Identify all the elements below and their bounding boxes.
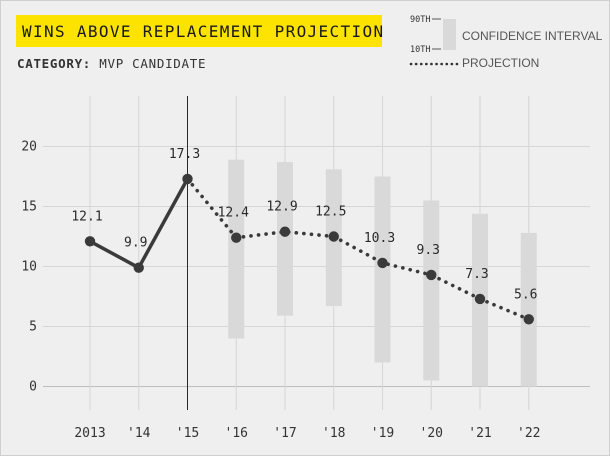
- data-label: 12.5: [315, 205, 346, 220]
- data-point: [182, 173, 193, 185]
- x-tick-label: '17: [273, 426, 296, 441]
- x-axis: 2013 '14 '15 '16 '17 '18 '19 '20 '21 '22: [74, 426, 540, 441]
- data-label: 9.3: [417, 243, 440, 258]
- confidence-band: [277, 162, 293, 316]
- y-tick-label: 5: [29, 320, 37, 335]
- data-point: [377, 257, 388, 269]
- legend-ci-high-label: 90TH: [410, 15, 430, 25]
- data-point: [279, 226, 291, 237]
- y-tick-label: 15: [21, 200, 37, 215]
- series-lines: [88, 177, 531, 322]
- subtitle-value: MVP CANDIDATE: [99, 56, 207, 71]
- legend-ci-swatch: [443, 19, 456, 50]
- confidence-band: [423, 200, 440, 381]
- data-points: [84, 173, 534, 325]
- y-tick-label: 0: [29, 380, 37, 395]
- legend-projection-text: PROJECTION: [462, 56, 539, 70]
- x-tick-label: 2013: [74, 426, 105, 441]
- projection-series-line: [185, 177, 531, 322]
- y-axis: 0 5 10 15 20: [21, 140, 37, 395]
- x-tick-label: '16: [225, 426, 248, 441]
- confidence-band: [228, 159, 245, 339]
- x-tick-label: '20: [420, 426, 443, 441]
- data-label: 7.3: [465, 267, 488, 282]
- confidence-bands: [228, 159, 537, 387]
- chart-title: WINS ABOVE REPLACEMENT PROJECTION: [22, 21, 385, 41]
- legend-ci-text: CONFIDENCE INTERVAL: [462, 29, 603, 43]
- y-tick-label: 10: [21, 260, 37, 275]
- subtitle-key: CATEGORY:: [17, 56, 92, 71]
- data-point: [133, 262, 144, 273]
- y-tick-label: 20: [21, 140, 37, 155]
- data-labels: 12.1 9.9 17.3 12.4 12.9 12.5 10.3 9.3 7.3 5.6: [71, 147, 537, 302]
- x-tick-label: '21: [468, 426, 491, 441]
- chart-subtitle: CATEGORY: MVP CANDIDATE: [17, 56, 206, 71]
- x-tick-label: '14: [127, 426, 151, 441]
- data-point: [426, 269, 437, 281]
- title-banner: WINS ABOVE REPLACEMENT PROJECTION: [16, 15, 385, 47]
- x-tick-label: '15: [176, 426, 199, 441]
- data-label: 12.4: [218, 206, 249, 221]
- confidence-band: [520, 232, 537, 387]
- legend-ci-low-label: 10TH: [410, 45, 430, 55]
- data-point: [474, 293, 486, 305]
- data-label: 12.1: [71, 209, 102, 224]
- data-point: [523, 314, 534, 325]
- confidence-band: [374, 176, 391, 363]
- x-tick-label: '18: [322, 426, 345, 441]
- data-label: 9.9: [124, 236, 147, 251]
- data-label: 10.3: [364, 231, 395, 246]
- data-point: [328, 231, 339, 242]
- gridlines: [43, 96, 590, 410]
- data-label: 12.9: [266, 200, 297, 215]
- x-tick-label: '19: [371, 426, 394, 441]
- legend: 90TH 10TH CONFIDENCE INTERVAL PROJECTION: [409, 15, 603, 70]
- x-tick-label: '22: [517, 426, 540, 441]
- data-point: [84, 236, 96, 247]
- data-label: 5.6: [514, 287, 537, 302]
- data-label: 17.3: [169, 147, 200, 162]
- data-point: [231, 232, 242, 243]
